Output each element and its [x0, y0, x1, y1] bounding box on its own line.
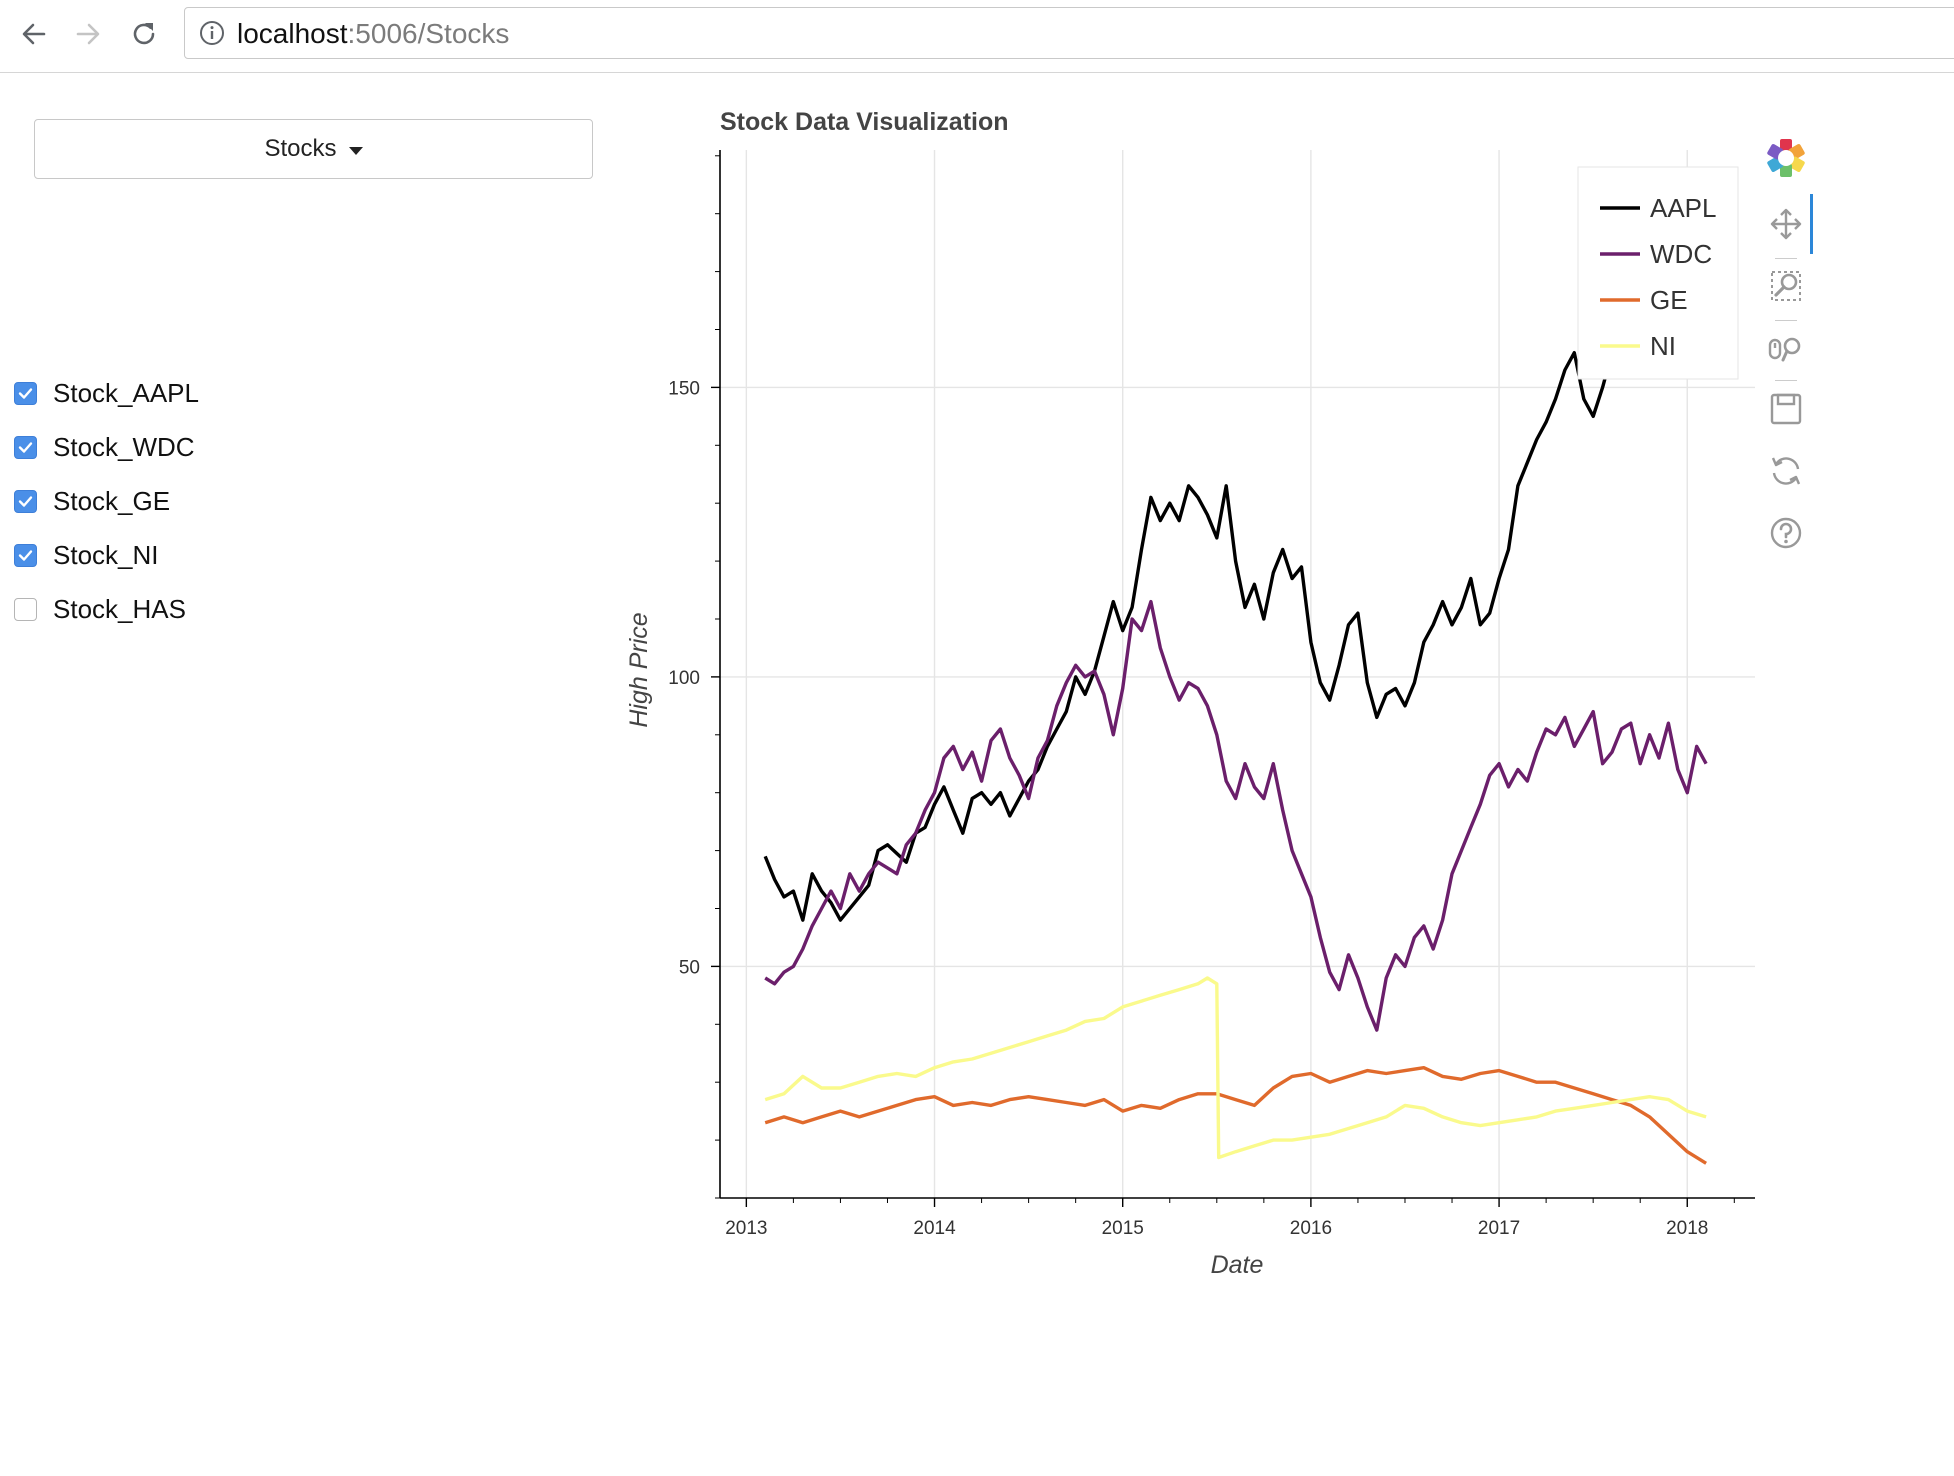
checkbox[interactable] [14, 543, 37, 567]
x-axis-label: Date [1211, 1251, 1264, 1279]
series-layer [763, 235, 1708, 1165]
checkmark-icon [18, 495, 33, 507]
x-tick-label: 2017 [1478, 1218, 1520, 1239]
stock-line-chart[interactable]: Stock Data Visualization 2013 2014 2015 201… [600, 95, 1770, 1295]
browser-toolbar: localhost:5006/Stocks [0, 0, 1954, 73]
reset-tool[interactable] [1760, 447, 1812, 495]
series-line-ni[interactable] [764, 976, 1707, 1160]
stocks-dropdown[interactable]: Stocks [34, 119, 593, 179]
toolbar-separator [1775, 320, 1797, 321]
forward-button[interactable] [68, 14, 108, 54]
box-zoom-icon [1771, 271, 1801, 301]
pan-icon [1770, 208, 1802, 240]
url-host: localhost [237, 18, 348, 49]
reload-button[interactable] [124, 14, 164, 54]
axis-layer: 2013 2014 2015 2016 2017 2018 50 100 150 [668, 155, 1735, 1239]
checkbox[interactable] [14, 435, 37, 459]
stock-checkbox-group: Stock_AAPL Stock_WDC Stock_GE Stock_NI S… [14, 366, 199, 636]
chart-title: Stock Data Visualization [720, 108, 1009, 136]
checkbox-item-has[interactable]: Stock_HAS [14, 582, 199, 636]
url-path: :5006/Stocks [347, 18, 510, 49]
bokeh-logo-icon [1767, 139, 1805, 177]
help-tool[interactable] [1760, 509, 1812, 557]
x-tick-label: 2018 [1666, 1218, 1708, 1239]
checkmark-icon [18, 549, 33, 561]
checkbox[interactable] [14, 489, 37, 513]
reset-icon [1771, 457, 1801, 485]
toolbar-separator [1775, 258, 1797, 259]
legend-label-wdc[interactable]: WDC [1650, 239, 1712, 269]
back-arrow-icon [22, 23, 46, 45]
x-tick-label: 2013 [725, 1218, 767, 1239]
checkbox-item-aapl[interactable]: Stock_AAPL [14, 366, 199, 420]
checkmark-icon [18, 441, 33, 453]
toolbar-separator [1775, 380, 1797, 381]
y-tick-label: 100 [668, 668, 700, 689]
y-tick-label: 50 [679, 957, 700, 978]
help-icon [1770, 517, 1802, 549]
checkbox-label: Stock_HAS [53, 593, 186, 624]
checkbox-label: Stock_AAPL [53, 377, 199, 408]
wheel-zoom-icon [1768, 337, 1801, 362]
back-button[interactable] [14, 14, 54, 54]
save-icon [1770, 393, 1802, 425]
info-icon[interactable] [199, 20, 225, 46]
forward-arrow-icon [76, 23, 100, 45]
legend-label-aapl[interactable]: AAPL [1650, 193, 1717, 223]
save-tool[interactable] [1760, 385, 1812, 433]
box-zoom-tool[interactable] [1760, 262, 1812, 310]
address-bar[interactable]: localhost:5006/Stocks [184, 7, 1954, 59]
x-tick-label: 2015 [1102, 1218, 1144, 1239]
legend-box [1577, 166, 1739, 380]
y-axis-label: High Price [625, 612, 653, 727]
checkbox-item-ni[interactable]: Stock_NI [14, 528, 199, 582]
dropdown-label: Stocks [264, 135, 337, 162]
checkbox[interactable] [14, 381, 37, 405]
active-tool-indicator [1810, 194, 1813, 254]
checkbox-item-wdc[interactable]: Stock_WDC [14, 420, 199, 474]
checkbox-label: Stock_WDC [53, 431, 195, 462]
series-line-ge[interactable] [764, 1066, 1707, 1165]
checkmark-icon [18, 387, 33, 399]
checkbox-label: Stock_GE [53, 485, 171, 516]
reload-icon [133, 23, 155, 45]
series-line-aapl[interactable] [763, 235, 1708, 922]
pan-tool[interactable] [1760, 200, 1812, 248]
x-tick-label: 2016 [1290, 1218, 1332, 1239]
url-text[interactable]: localhost:5006/Stocks [237, 19, 509, 49]
series-line-wdc[interactable] [764, 599, 1708, 1032]
legend-label-ni[interactable]: NI [1650, 331, 1676, 361]
checkbox-item-ge[interactable]: Stock_GE [14, 474, 199, 528]
x-tick-label: 2014 [913, 1218, 956, 1239]
wheel-zoom-tool[interactable] [1760, 324, 1812, 372]
checkbox[interactable] [14, 597, 37, 621]
caret-down-icon [348, 146, 363, 155]
legend-label-ge[interactable]: GE [1650, 285, 1688, 315]
y-tick-label: 150 [668, 378, 700, 399]
legend[interactable]: AAPL WDC GE NI [1577, 166, 1739, 380]
checkbox-label: Stock_NI [53, 539, 159, 570]
bokeh-logo[interactable] [1760, 134, 1812, 182]
